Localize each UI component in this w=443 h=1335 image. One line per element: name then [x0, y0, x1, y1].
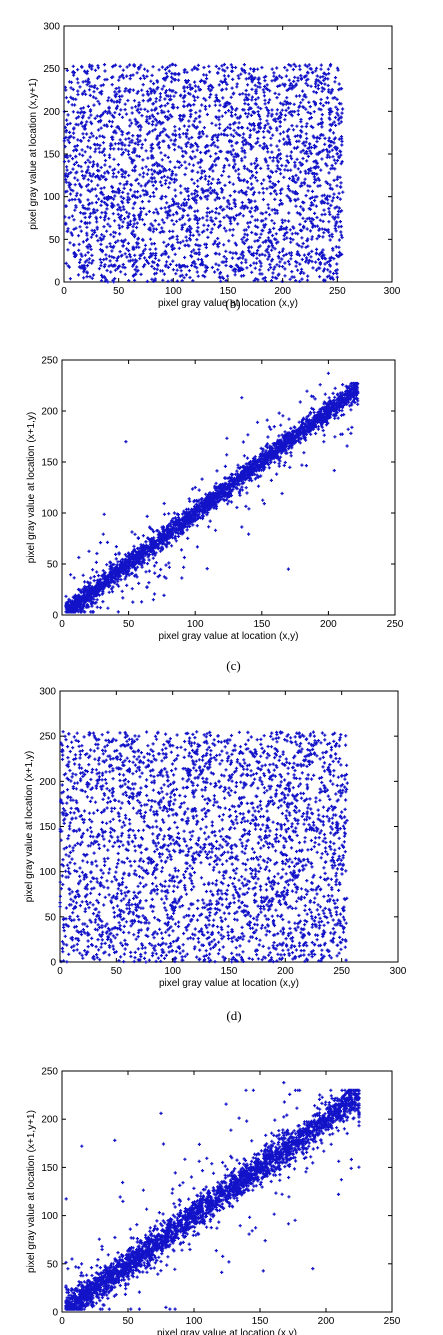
- x-axis-label: pixel gray value at location (x,y): [157, 1328, 297, 1335]
- y-tick-label: 100: [41, 1211, 58, 1222]
- x-axis-label: pixel gray value at location (x,y): [158, 298, 298, 309]
- x-tick-label: 50: [111, 966, 123, 977]
- x-tick-label: 250: [384, 1316, 401, 1327]
- y-axis: 0 50 100 150 200 250 300: [43, 22, 392, 289]
- figure-caption: (c): [226, 658, 240, 673]
- y-tick-label: 100: [39, 867, 56, 878]
- x-tick-label: 50: [123, 619, 135, 630]
- x-tick-label: 250: [333, 966, 350, 977]
- plot-e: 0 50 100 150 200 250 0 50 100 150 200 250 pixel gray…: [26, 1067, 401, 1335]
- y-tick-label: 50: [47, 1259, 59, 1270]
- y-axis: 0 50 100 150 200 250: [41, 356, 395, 622]
- scatter-point: [64, 1081, 361, 1311]
- scatter-points: [64, 1081, 361, 1311]
- y-tick-label: 150: [39, 822, 56, 833]
- y-tick-label: 250: [41, 1067, 58, 1078]
- plot-c: 0 50 100 150 200 250 0 50 100 150 200 250 pixel gray…: [26, 356, 404, 674]
- y-tick-label: 150: [43, 150, 60, 161]
- x-tick-label: 200: [318, 1316, 335, 1327]
- y-axis: 0 50 100 150 200 250: [41, 1067, 392, 1319]
- scatter-point: [62, 62, 345, 284]
- scatter-points: [62, 62, 345, 284]
- x-tick-label: 50: [113, 286, 125, 297]
- y-tick-label: 300: [43, 22, 60, 33]
- x-tick-label: 300: [390, 966, 407, 977]
- y-tick-label: 50: [47, 560, 59, 571]
- y-tick-label: 100: [41, 509, 58, 520]
- y-tick-label: 300: [39, 687, 56, 698]
- x-axis: 0 50 100 150 200 250: [59, 1071, 401, 1327]
- figure-caption: (d): [226, 1008, 241, 1023]
- y-tick-label: 250: [41, 356, 58, 367]
- y-tick-label: 0: [54, 278, 60, 289]
- x-tick-label: 100: [186, 1316, 203, 1327]
- y-axis-label: pixel gray value at location (x+1,y+1): [26, 1110, 37, 1273]
- x-tick-label: 50: [122, 1316, 134, 1327]
- x-tick-label: 100: [165, 286, 182, 297]
- y-tick-label: 150: [41, 1163, 58, 1174]
- y-axis-label: pixel gray value at location (x+1,y): [24, 751, 35, 902]
- y-tick-label: 200: [39, 777, 56, 788]
- scatter-points: [58, 730, 349, 964]
- y-tick-label: 250: [43, 64, 60, 75]
- x-tick-label: 150: [252, 1316, 269, 1327]
- x-axis-label: pixel gray value at location (x,y): [159, 978, 299, 989]
- y-tick-label: 0: [50, 958, 56, 969]
- x-tick-label: 150: [253, 619, 270, 630]
- x-tick-label: 100: [164, 966, 181, 977]
- x-tick-label: 0: [57, 966, 63, 977]
- x-tick-label: 250: [387, 619, 404, 630]
- x-tick-label: 200: [320, 619, 337, 630]
- x-tick-label: 150: [221, 966, 238, 977]
- y-tick-label: 100: [43, 192, 60, 203]
- x-tick-label: 0: [61, 286, 67, 297]
- scatter-point: [58, 730, 349, 964]
- y-tick-label: 0: [52, 1308, 58, 1319]
- x-axis: 0 50 100 150 200 250 300: [57, 691, 407, 977]
- x-tick-label: 150: [220, 286, 237, 297]
- y-tick-label: 200: [41, 407, 58, 418]
- y-tick-label: 200: [43, 107, 60, 118]
- x-tick-label: 300: [384, 286, 401, 297]
- x-tick-label: 100: [187, 619, 204, 630]
- y-axis: 0 50 100 150 200 250 300: [39, 687, 398, 969]
- y-tick-label: 50: [45, 912, 57, 923]
- x-axis: 0 50 100 150 200 250: [59, 360, 404, 630]
- figure-caption: (b): [225, 296, 240, 311]
- x-axis-label: pixel gray value at location (x,y): [158, 631, 298, 642]
- x-axis: 0 50 100 150 200 250 300: [61, 26, 401, 297]
- x-tick-label: 200: [274, 286, 291, 297]
- y-tick-label: 200: [41, 1115, 58, 1126]
- scatter-points: [64, 371, 360, 614]
- y-tick-label: 0: [52, 611, 58, 622]
- y-tick-label: 50: [49, 235, 61, 246]
- y-axis-label: pixel gray value at location (x,y+1): [28, 78, 39, 229]
- x-tick-label: 0: [59, 1316, 65, 1327]
- y-axis-label: pixel gray value at location (x+1,y): [26, 412, 37, 563]
- plot-frame: [59, 690, 399, 963]
- y-tick-label: 150: [41, 458, 58, 469]
- plot-d: 0 50 100 150 200 250 300 0 50 100 150 200 250 300 pixe…: [24, 687, 407, 1024]
- y-tick-label: 250: [39, 732, 56, 743]
- x-tick-label: 250: [329, 286, 346, 297]
- x-tick-label: 0: [59, 619, 65, 630]
- plot-b: 0 50 100 150 200 250 300 0 50 100 150 200 250 300 pixe…: [28, 22, 401, 312]
- scatter-point: [64, 371, 360, 614]
- x-tick-label: 200: [277, 966, 294, 977]
